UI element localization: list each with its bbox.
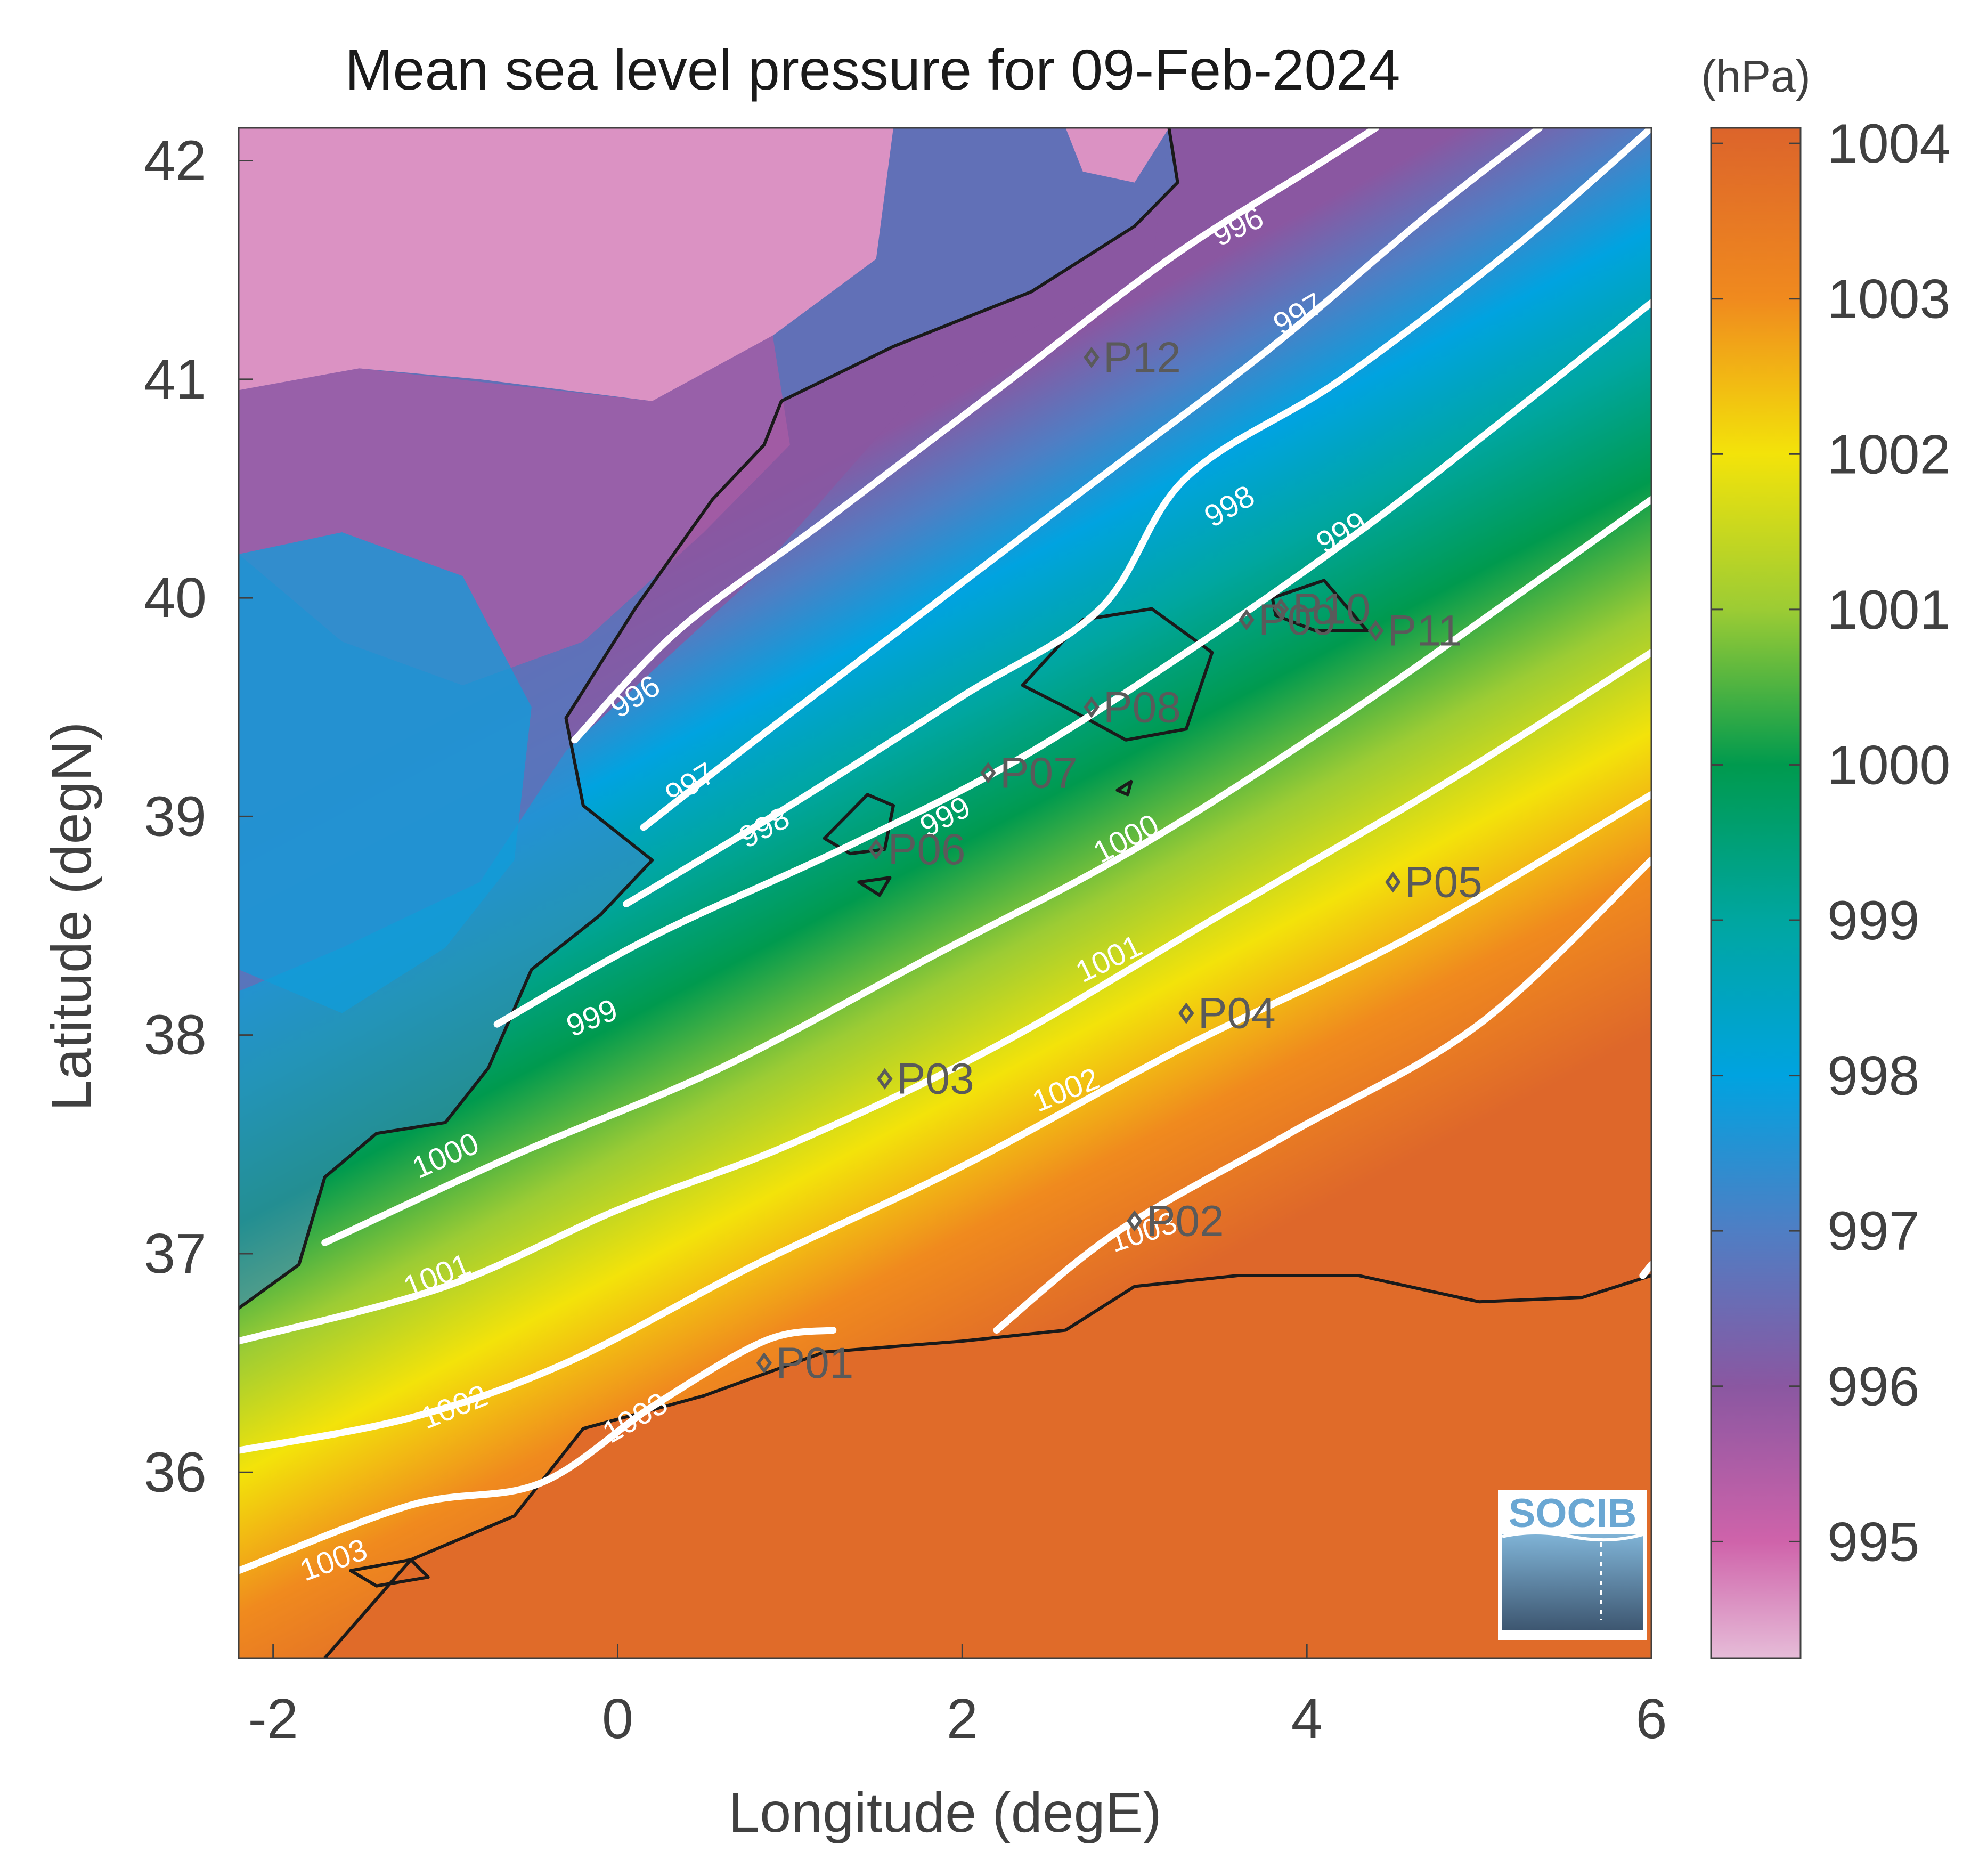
iberia-coastline (239, 128, 1179, 1310)
station-marker-icon (980, 762, 996, 784)
colorbar-tick-label: 1002 (1827, 424, 1950, 485)
station-marker-icon (1385, 871, 1401, 893)
plot-frame (238, 127, 1652, 1659)
isobar-998-2 (623, 128, 1651, 908)
isobar-contours (239, 128, 1651, 1574)
colorbar-unit: (hPa) (1701, 51, 1810, 101)
station-label: P08 (1103, 683, 1181, 732)
y-tick-label: 38 (144, 1004, 207, 1067)
station-label: P02 (1146, 1197, 1224, 1245)
station-marker-icon (868, 838, 884, 860)
station-label: P07 (1000, 749, 1078, 797)
colorbar-tick-label: 995 (1827, 1511, 1920, 1573)
colorbar-tick-label: 998 (1827, 1045, 1920, 1107)
x-axis-ticks: -2 0 2 4 6 (248, 1644, 1667, 1750)
isobar-1001-5 (239, 649, 1651, 1345)
station-p05[interactable]: P05 (1385, 858, 1483, 906)
logo-wave (1502, 1531, 1643, 1542)
colorbar-ticks: 995 996 997 998 999 1000 1001 1002 1003 1004 (1711, 113, 1950, 1573)
isobar-1000-4 (321, 496, 1651, 1246)
station-label: P11 (1388, 607, 1462, 655)
station-p03[interactable]: P03 (877, 1055, 974, 1103)
colorbar-tick-label: 1004 (1827, 113, 1950, 175)
station-label: P03 (897, 1055, 974, 1103)
y-tick-label: 40 (144, 566, 207, 629)
chart-title: Mean sea level pressure for 09-Feb-2024 (345, 37, 1400, 102)
x-tick-label: 0 (602, 1687, 633, 1750)
isobar-1003-8 (993, 856, 1651, 1334)
colorbar-tick-label: 997 (1827, 1200, 1920, 1262)
station-marker-icon (756, 1352, 772, 1374)
station-p06[interactable]: P06 (868, 825, 966, 874)
isobar-1003-7 (239, 1327, 837, 1574)
station-p01[interactable]: P01 (756, 1339, 853, 1387)
station-p11[interactable]: P11 (1367, 607, 1462, 655)
station-p12[interactable]: P12 (1084, 334, 1181, 382)
x-tick-label: 6 (1636, 1687, 1667, 1750)
station-label: P10 (1293, 585, 1371, 634)
station-label: P09 (1258, 596, 1336, 644)
inland-blue-zone (239, 532, 532, 1013)
station-p08[interactable]: P08 (1084, 683, 1181, 732)
station-p10[interactable]: P10 (1273, 585, 1371, 634)
station-label: P01 (776, 1339, 853, 1387)
station-marker-icon (877, 1068, 893, 1090)
y-tick-label: 39 (144, 785, 207, 848)
y-axis-ticks: 36 37 38 39 40 41 42 (144, 129, 253, 1504)
cabrera-island (1115, 779, 1133, 797)
station-label: P04 (1198, 989, 1276, 1038)
isobar-997-1 (640, 128, 1543, 831)
colorbar-gradient (1710, 127, 1802, 1659)
x-tick-label: 4 (1291, 1687, 1323, 1750)
colorbar-tick-label: 1003 (1827, 269, 1950, 330)
colorbar-tick-label: 999 (1827, 890, 1920, 952)
north-africa-land (324, 1276, 1651, 1658)
y-tick-label: 41 (144, 348, 207, 411)
socib-logo: SOCIB (1498, 1490, 1647, 1640)
logo-water (1502, 1534, 1643, 1630)
station-p04[interactable]: P04 (1178, 989, 1276, 1038)
formentera-island (857, 876, 892, 897)
high-terrain-low-pressure-east (1065, 128, 1169, 183)
menorca-island (1271, 579, 1369, 632)
land-overlays (239, 128, 1651, 1658)
y-tick-label: 36 (144, 1441, 207, 1504)
station-marker-icon (1367, 620, 1384, 641)
station-p02[interactable]: P02 (1127, 1197, 1224, 1245)
y-axis-label: Latitude (degN) (40, 722, 103, 1111)
isobar-996-0 (571, 128, 1380, 744)
station-marker-icon (1239, 609, 1255, 631)
x-tick-label: -2 (248, 1687, 298, 1750)
station-p09[interactable]: P09 (1239, 596, 1336, 644)
x-axis-label: Longitude (degE) (728, 1781, 1161, 1844)
alboran-island (349, 1558, 430, 1588)
isobar-1002-6 (239, 791, 1651, 1454)
colorbar-tick-label: 1001 (1827, 579, 1950, 641)
y-tick-label: 42 (144, 129, 207, 192)
station-marker-icon (1084, 696, 1100, 718)
station-marker-icon (1273, 598, 1289, 620)
high-terrain-low-pressure (239, 128, 893, 401)
colorbar: (hPa) 995 996 997 998 999 1000 1001 1002 1003 100… (1701, 51, 1950, 1659)
station-marker-icon (1127, 1210, 1143, 1232)
africa-coastline (323, 1274, 1651, 1658)
colorbar-tick-label: 1000 (1827, 734, 1950, 796)
station-label: P12 (1103, 334, 1181, 382)
station-marker-icon (1178, 1002, 1194, 1024)
isobar-999-3 (493, 299, 1651, 1028)
station-label: P05 (1405, 858, 1483, 906)
station-label: P06 (888, 825, 966, 874)
station-marker-icon (1084, 346, 1100, 368)
x-tick-label: 2 (947, 1687, 978, 1750)
logo-text: SOCIB (1509, 1491, 1637, 1536)
colorbar-tick-label: 996 (1827, 1356, 1920, 1418)
station-p07[interactable]: P07 (980, 749, 1078, 797)
y-tick-label: 37 (144, 1222, 207, 1285)
